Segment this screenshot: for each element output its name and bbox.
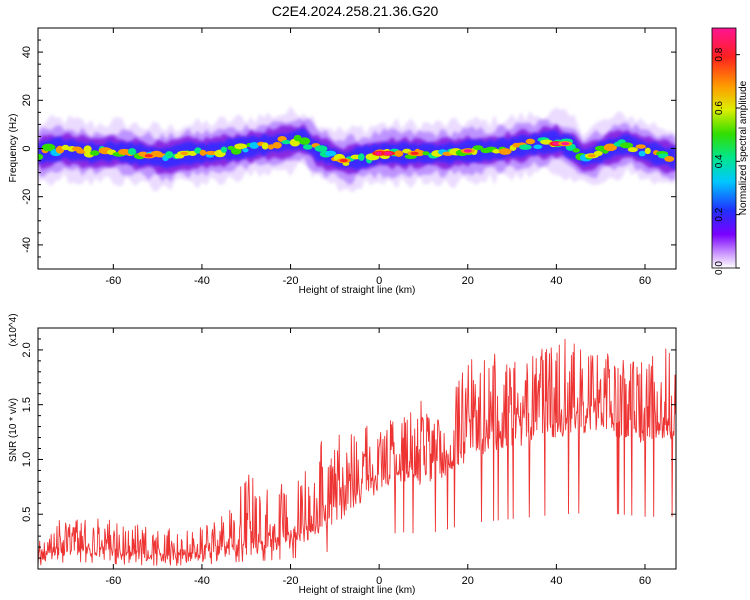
ridge-blob: [498, 148, 512, 155]
snr-panel: -60 -40 -20 0 20 40 60 0.5 1.0 1.5 2.0 Height of …: [8, 313, 677, 596]
spectrogram-y-axis-label: Frequency (Hz): [8, 114, 19, 183]
ridge-peak: [463, 149, 472, 153]
ridge-blob: [638, 150, 646, 157]
ridge-peak: [587, 154, 596, 158]
ridge-blob: [314, 145, 328, 152]
ridge-blob: [242, 147, 249, 153]
spectrogram-y-tick-label: 40: [21, 46, 33, 58]
colorbar-label: Normalized spectral amplitude: [738, 80, 749, 215]
spectrogram-x-tick-label: -60: [105, 275, 121, 287]
ridge-blob: [394, 150, 404, 157]
ridge-peak: [375, 151, 384, 155]
ridge-blob: [127, 148, 137, 156]
ridge-blob: [234, 143, 248, 150]
snr-x-tick-label: 20: [462, 575, 474, 587]
figure-title: C2E4.2024.258.21.36.G20: [272, 3, 439, 19]
ridge-blob: [644, 147, 651, 155]
ridge-blob: [664, 155, 675, 162]
ridge-peak: [339, 158, 348, 163]
snr-x-ticks: -60 -40 -20 0 20 40 60: [105, 328, 651, 587]
snr-series-line: [38, 338, 676, 567]
spectrogram-x-tick-label: 20: [462, 275, 474, 287]
ridge-peak: [552, 142, 561, 146]
ridge-blob: [472, 145, 484, 151]
snr-y-tick-label: 2.0: [21, 342, 33, 357]
ridge-peak: [180, 151, 189, 155]
snr-y-tick-label: 1.5: [21, 397, 33, 412]
ridge-blob: [41, 143, 56, 152]
spectrogram-x-tick-label: 40: [550, 275, 562, 287]
ridge-blob: [249, 141, 259, 149]
ridge-blob: [635, 144, 646, 149]
spectrogram-x-tick-label: 0: [376, 275, 382, 287]
ridge-blob: [358, 153, 365, 161]
ridge-blob: [518, 144, 532, 150]
ridge-blob: [298, 137, 311, 145]
colorbar-gradient: [711, 27, 737, 269]
spectrogram-y-tick-label: -40: [21, 237, 33, 253]
ridge-peak: [384, 151, 393, 155]
ridge-blob: [83, 145, 92, 153]
colorbar-tick-label: 0.8: [714, 47, 725, 61]
snr-y-axis-label: SNR (10 * v/v): [8, 398, 19, 462]
snr-y-multiplier: (x10^4): [8, 313, 19, 346]
spectrogram-x-tick-label: -20: [283, 275, 299, 287]
colorbar-tick-label: 0.2: [714, 207, 725, 221]
snr-x-tick-label: -40: [194, 575, 210, 587]
ridge-blob: [325, 150, 337, 157]
ridge-blob: [422, 151, 430, 156]
ridge-blob: [619, 142, 634, 149]
ridge-blob: [533, 144, 543, 149]
ridge-blob: [230, 147, 242, 155]
spectrogram-x-tick-label: 60: [639, 275, 651, 287]
ridge-blob: [261, 142, 269, 150]
ridge-blob: [165, 151, 174, 159]
ridge-blob: [89, 150, 100, 156]
colorbar-tick-label: 0.4: [714, 154, 725, 168]
ridge-blob: [76, 149, 87, 154]
ridge-peak: [144, 154, 153, 158]
spectrogram-y-tick-label: 0: [21, 145, 33, 151]
spectrogram-y-tick-label: -20: [21, 189, 33, 205]
colorbar-tick-label: 0.0: [714, 261, 725, 275]
ridge-peak: [410, 151, 419, 155]
ridge-blob: [205, 150, 218, 156]
ridge-blob: [220, 146, 228, 153]
ridge-blob: [199, 149, 207, 156]
ridge-halo-3: [38, 127, 676, 171]
ridge-blob: [492, 149, 501, 154]
snr-x-tick-label: -60: [105, 575, 121, 587]
ridge-blob: [603, 143, 617, 152]
ridge-blob: [281, 140, 292, 145]
colorbar-tick-label: 0.6: [714, 101, 725, 115]
ridge-blob: [272, 141, 282, 149]
ridge-blob: [525, 138, 536, 145]
snr-x-tick-label: -20: [283, 575, 299, 587]
snr-x-tick-label: 0: [376, 575, 382, 587]
ridge-blob: [38, 153, 44, 160]
snr-y-tick-label: 0.5: [21, 507, 33, 522]
ridge-blob: [302, 144, 313, 150]
spectrogram-x-tick-label: -40: [194, 275, 210, 287]
colorbar-ticks: 0.0 0.2 0.4 0.6 0.8: [714, 47, 740, 275]
spectrogram-y-ticks: -40 -20 0 20 40: [21, 39, 676, 258]
ridge-blob: [572, 148, 580, 153]
snr-x-tick-label: 60: [639, 575, 651, 587]
snr-y-tick-label: 1.0: [21, 452, 33, 467]
spectrogram-x-ticks: -60 -40 -20 0 20 40 60: [105, 28, 651, 287]
ridge-peak: [561, 142, 570, 146]
spectrogram-panel: -60 -40 -20 0 20 40 60 -40 -20 0 20 40 Height of s…: [8, 27, 677, 296]
colorbar: 0.0 0.2 0.4 0.6 0.8 Normalized spectral ampl…: [711, 27, 749, 275]
spectrogram-ridge: [38, 105, 676, 193]
spectrogram-x-axis-label: Height of straight line (km): [299, 285, 416, 296]
ridge-blob: [627, 147, 638, 153]
snr-x-axis-label: Height of straight line (km): [299, 585, 416, 596]
snr-x-tick-label: 40: [550, 575, 562, 587]
snr-y-ticks: 0.5 1.0 1.5 2.0: [21, 338, 676, 559]
spectrogram-y-tick-label: 20: [21, 94, 33, 106]
